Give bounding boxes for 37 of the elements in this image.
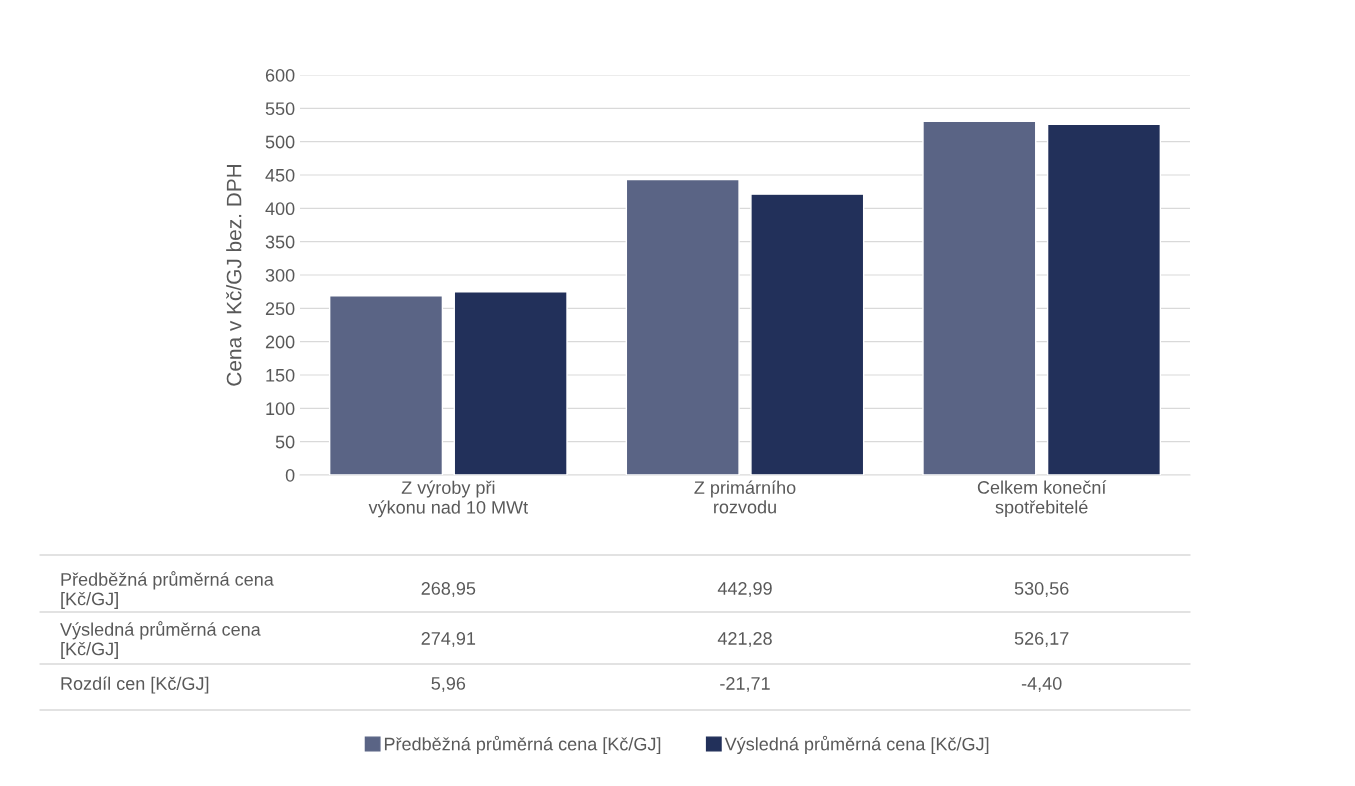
bar <box>1046 123 1162 475</box>
legend-label: Výsledná průměrná cena [Kč/GJ] <box>724 735 989 755</box>
text: Předběžná průměrná cena [Kč/GJ] <box>61 571 274 609</box>
bar <box>922 120 1037 475</box>
y-tick-label: 350 <box>265 235 295 249</box>
y-tick-label: 0 <box>285 468 295 482</box>
text: 5,96 <box>431 677 466 692</box>
y-tick-label: 400 <box>265 202 295 216</box>
y-tick-label: 300 <box>265 268 295 282</box>
y-tick-label: 100 <box>266 402 295 416</box>
x-tick-label: Z výroby při výkonu nad 10 MWt <box>368 480 528 518</box>
y-tick-label: 450 <box>265 168 295 182</box>
bar <box>625 178 740 475</box>
bar <box>750 193 865 475</box>
legend-label: Předběžná průměrná cena [Kč/GJ] <box>384 735 661 755</box>
y-tick-label: 550 <box>265 102 295 116</box>
data-label: 421,28 <box>717 632 772 647</box>
y-tick-label: 200 <box>265 335 295 349</box>
x-tick-label: Z primárního rozvodu <box>694 480 796 514</box>
text: -21,71 <box>720 677 770 692</box>
y-axis-title: Cena v Kč/GJ bez. DPH <box>226 164 242 386</box>
y-tick-label: 150 <box>266 368 295 382</box>
data-label: 526,17 <box>1014 632 1069 647</box>
data-label: 530,56 <box>1014 582 1069 597</box>
text: Výsledná průměrná cena [Kč/GJ] <box>60 621 261 659</box>
x-tick-label: Celkem koneční spotřebitelé <box>977 480 1107 518</box>
bar <box>453 291 568 475</box>
text: Rozdíl cen [Kč/GJ] <box>61 676 209 694</box>
text: -4,40 <box>1021 677 1062 692</box>
data-label: 268,95 <box>421 582 476 597</box>
y-tick-label: 250 <box>265 302 295 316</box>
y-tick-label: 600 <box>265 68 295 82</box>
y-tick-label: 500 <box>265 135 295 149</box>
y-tick-label: 50 <box>275 435 295 449</box>
bar <box>328 295 444 475</box>
data-label: 442,99 <box>717 582 772 597</box>
data-label: 274,91 <box>421 632 476 647</box>
